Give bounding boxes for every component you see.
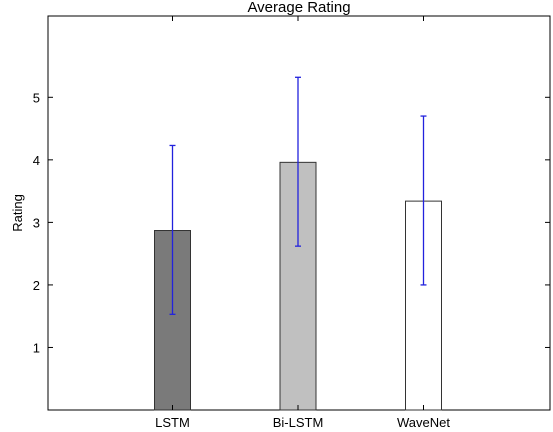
chart-marks: 1 2 3 4 5 LSTM Bi-LSTM WaveNet	[33, 16, 550, 430]
y-tick-label: 5	[33, 90, 40, 105]
y-tick-label: 4	[33, 153, 40, 168]
y-tick-label: 2	[33, 278, 40, 293]
x-tick-label: LSTM	[155, 415, 190, 430]
y-axis-label: Rating	[10, 194, 25, 232]
y-tick-label: 1	[33, 340, 40, 355]
y-tick-label: 3	[33, 215, 40, 230]
x-tick-label: WaveNet	[397, 415, 450, 430]
x-tick-label: Bi-LSTM	[273, 415, 324, 430]
chart-title: Average Rating	[247, 0, 350, 16]
